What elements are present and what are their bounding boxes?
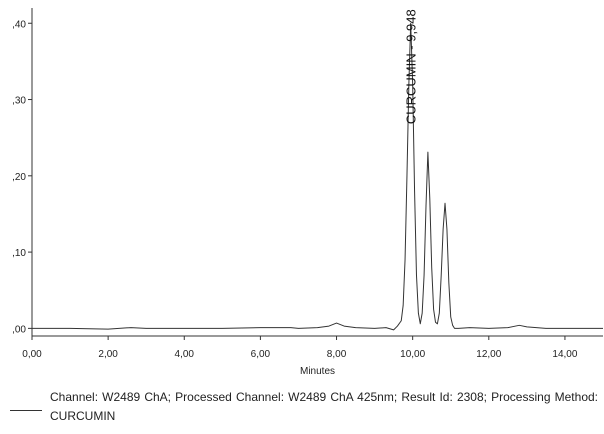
x-tick-label: 10,00 (400, 349, 425, 360)
peak-label-curcumin: CURCUMIN - 9,948 (404, 9, 419, 124)
x-tick-label: 8,00 (327, 349, 347, 360)
x-tick-label: 14,00 (552, 349, 577, 360)
legend: Channel: W2489 ChA; Processed Channel: W… (10, 388, 600, 426)
legend-line-swatch (10, 410, 42, 411)
x-axis-title: Minutes (300, 366, 335, 377)
y-axis-ticks: ,00 ,10 ,20 ,30 ,40 (12, 19, 32, 335)
chromatogram-trace (32, 22, 603, 331)
series-group (32, 22, 603, 331)
x-tick-label: 4,00 (175, 349, 195, 360)
x-tick-label: 6,00 (251, 349, 271, 360)
x-axis-ticks: 0,00 2,00 4,00 6,00 8,00 10,00 12,00 14,00 (22, 336, 578, 360)
y-tick-label: ,40 (12, 19, 26, 30)
x-tick-label: 2,00 (98, 349, 118, 360)
y-tick-label: ,20 (12, 172, 26, 183)
x-tick-label: 12,00 (476, 349, 501, 360)
y-tick-label: ,30 (12, 96, 26, 107)
y-tick-label: ,00 (12, 324, 26, 335)
annotations: CURCUMIN - 9,948 (404, 9, 419, 124)
y-tick-label: ,10 (12, 248, 26, 259)
x-tick-label: 0,00 (22, 349, 42, 360)
legend-text: Channel: W2489 ChA; Processed Channel: W… (50, 390, 598, 423)
axes (31, 8, 603, 337)
